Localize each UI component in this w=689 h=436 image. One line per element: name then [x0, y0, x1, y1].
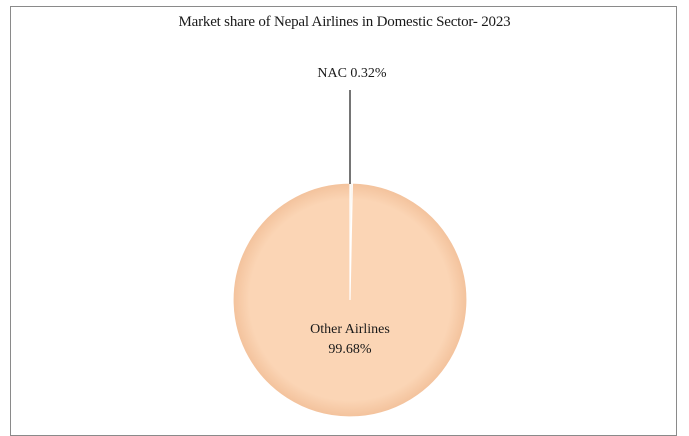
chart-title: Market share of Nepal Airlines in Domest…: [178, 14, 511, 30]
other-airlines-slice-label: Other Airlines: [310, 322, 390, 337]
pie-chart: NAC 0.32% Other Airlines 99.68%: [232, 66, 468, 418]
nac-slice-label: NAC 0.32%: [317, 66, 387, 81]
other-airlines-slice-value: 99.68%: [328, 342, 372, 357]
pie-slice-other-airlines: [232, 182, 468, 418]
